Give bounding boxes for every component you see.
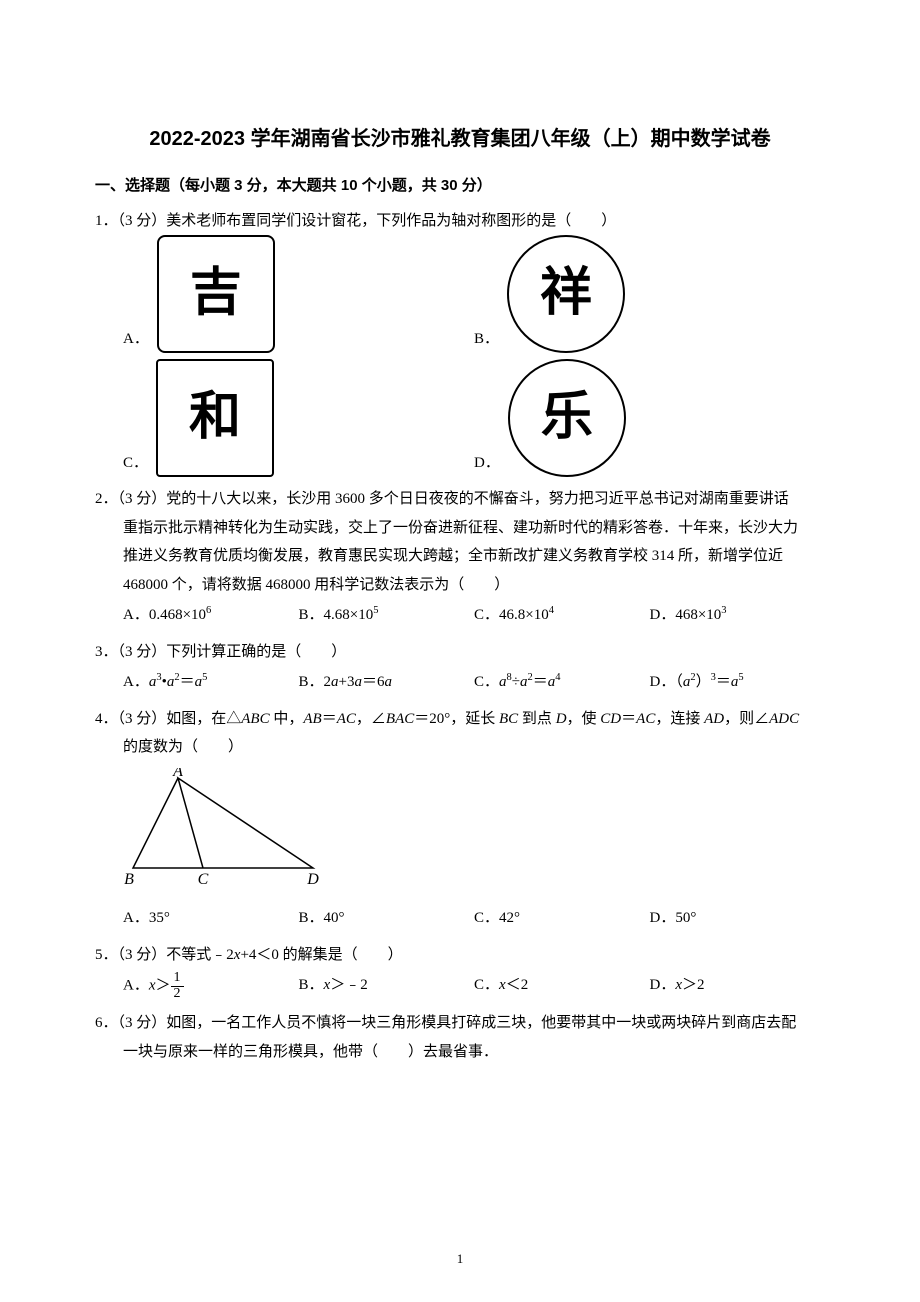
question-2: 2．（3 分）党的十八大以来，长沙用 3600 多个日日夜夜的不懈奋斗，努力把习…: [95, 485, 825, 630]
q3-stem: 3．（3 分）下列计算正确的是（ ）: [95, 638, 825, 667]
q2-options: A．0.468×106 B．4.68×105 C．46.8×104 D．468×…: [95, 601, 825, 630]
q5-options: A．x＞12 B．x＞﹣2 C．x＜2 D．x＞2: [95, 971, 825, 1001]
q4-options: A．35° B．40° C．42° D．50°: [95, 904, 825, 933]
q5-optD-pre: D．: [650, 977, 676, 993]
q4-stem-end: 的度数为（ ）: [95, 733, 825, 762]
section-header: 一、选择题（每小题 3 分，本大题共 10 个小题，共 30 分）: [95, 172, 825, 201]
vertex-A: A: [172, 768, 183, 780]
q4-option-c: C．42°: [474, 904, 650, 933]
q3-option-c: C．a8÷a2＝a4: [474, 668, 650, 697]
q5-optB-pre: B．: [299, 977, 324, 993]
q2-optC-exp: 4: [549, 605, 554, 616]
q3-optB-label: B．: [299, 674, 324, 690]
q2-line4: 468000 个，请将数据 468000 用科学记数法表示为（ ）: [95, 571, 825, 600]
q2-option-d: D．468×103: [650, 601, 826, 630]
q5-optA-den: 2: [171, 987, 184, 1002]
q5-optA-pre: A．: [123, 978, 149, 994]
q2-optD-pre: D．468×10: [650, 607, 722, 623]
q1-option-b: B． 祥: [474, 235, 825, 353]
page-number: 1: [0, 1247, 920, 1272]
q1-option-c: C． 和: [123, 359, 474, 477]
q4-s3: ＝: [322, 711, 337, 727]
q1-stem: 1．（3 分）美术老师布置同学们设计窗花，下列作品为轴对称图形的是（ ）: [95, 207, 825, 236]
q5-option-a: A．x＞12: [123, 971, 299, 1001]
q2-line3: 推进义务教育优质均衡发展，教育惠民实现大跨越；全市新改扩建义务教育学校 314 …: [95, 542, 825, 571]
q1-optA-label: A．: [123, 325, 149, 354]
q1-optD-label: D．: [474, 449, 500, 478]
q6-line2: 一块与原来一样的三角形模具，他带（ ）去最省事．: [95, 1038, 825, 1067]
q2-optA-exp: 6: [206, 605, 211, 616]
q3-optD-label: D．: [650, 674, 676, 690]
q5-option-c: C．x＜2: [474, 971, 650, 1001]
question-6: 6．（3 分）如图，一名工作人员不慎将一块三角形模具打碎成三块，他要带其中一块或…: [95, 1009, 825, 1066]
q5-s2: +4＜0 的解集是（ ）: [240, 947, 402, 963]
q2-option-c: C．46.8×104: [474, 601, 650, 630]
q4-s2: 中，: [270, 711, 304, 727]
q4-option-d: D．50°: [650, 904, 826, 933]
q2-optB-exp: 5: [373, 605, 378, 616]
q2-optB-pre: B．4.68×10: [299, 607, 374, 623]
triangle-svg: A B C D: [123, 768, 323, 888]
vertex-B: B: [124, 871, 134, 888]
question-5: 5．（3 分）不等式﹣2x+4＜0 的解集是（ ） A．x＞12 B．x＞﹣2 …: [95, 941, 825, 1002]
q2-optD-exp: 3: [721, 605, 726, 616]
q5-optB-rest: ＞﹣2: [330, 977, 368, 993]
question-3: 3．（3 分）下列计算正确的是（ ） A．a3•a2＝a5 B．2a+3a＝6a…: [95, 638, 825, 697]
q3-optA-label: A．: [123, 674, 149, 690]
q3-option-d: D．（a2）3＝a5: [650, 668, 826, 697]
q1-optC-label: C．: [123, 449, 148, 478]
q1-optB-label: B．: [474, 325, 499, 354]
q4-s10: ，则∠: [724, 711, 769, 727]
q4-s1: 4．（3 分）如图，在△: [95, 711, 241, 727]
q1-option-d: D． 乐: [474, 359, 825, 477]
q5-stem: 5．（3 分）不等式﹣2x+4＜0 的解集是（ ）: [95, 941, 825, 970]
q4-s5: ＝20°，延长: [414, 711, 499, 727]
q1-emblem-b: 祥: [507, 235, 625, 353]
q4-option-b: B．40°: [299, 904, 475, 933]
q5-optC-rest: ＜2: [506, 977, 529, 993]
q5-option-b: B．x＞﹣2: [299, 971, 475, 1001]
q5-optD-x: x: [675, 977, 682, 993]
q6-line1: 6．（3 分）如图，一名工作人员不慎将一块三角形模具打碎成三块，他要带其中一块或…: [95, 1009, 825, 1038]
q4-s7: ，使: [567, 711, 601, 727]
q5-optA-x: x: [149, 978, 156, 994]
vertex-C: C: [198, 871, 209, 888]
q1-emblem-d: 乐: [508, 359, 626, 477]
q5-option-d: D．x＞2: [650, 971, 826, 1001]
q2-line1: 2．（3 分）党的十八大以来，长沙用 3600 多个日日夜夜的不懈奋斗，努力把习…: [95, 485, 825, 514]
q5-optC-x: x: [499, 977, 506, 993]
q2-option-a: A．0.468×106: [123, 601, 299, 630]
q2-optA-pre: A．0.468×10: [123, 607, 206, 623]
q5-optD-rest: ＞2: [682, 977, 705, 993]
q2-line2: 重指示批示精神转化为生动实践，交上了一份奋进新征程、建功新时代的精彩答卷．十年来…: [95, 514, 825, 543]
q4-figure: A B C D: [95, 768, 825, 899]
vertex-D: D: [306, 871, 319, 888]
q3-optC-label: C．: [474, 674, 499, 690]
q3-options: A．a3•a2＝a5 B．2a+3a＝6a C．a8÷a2＝a4 D．（a2）3…: [95, 668, 825, 697]
q4-s6: 到点: [518, 711, 556, 727]
q4-option-a: A．35°: [123, 904, 299, 933]
question-4: 4．（3 分）如图，在△ABC 中，AB＝AC，∠BAC＝20°，延长 BC 到…: [95, 705, 825, 933]
q4-s4: ，∠: [356, 711, 386, 727]
q4-stem: 4．（3 分）如图，在△ABC 中，AB＝AC，∠BAC＝20°，延长 BC 到…: [95, 705, 825, 734]
q5-optA-num: 1: [171, 971, 184, 987]
q4-s8: ＝: [621, 711, 636, 727]
q5-optC-pre: C．: [474, 977, 499, 993]
q1-emblem-a: 吉: [157, 235, 275, 353]
q2-optC-pre: C．46.8×10: [474, 607, 549, 623]
q2-option-b: B．4.68×105: [299, 601, 475, 630]
q4-s9: ，连接: [655, 711, 704, 727]
q5-optA-gt: ＞: [156, 978, 171, 994]
q5-s1: 5．（3 分）不等式﹣2: [95, 947, 234, 963]
q1-image-options: A． 吉 B． 祥 C． 和 D． 乐: [95, 235, 825, 477]
exam-title: 2022-2023 学年湖南省长沙市雅礼教育集团八年级（上）期中数学试卷: [95, 120, 825, 158]
question-1: 1．（3 分）美术老师布置同学们设计窗花，下列作品为轴对称图形的是（ ） A． …: [95, 207, 825, 478]
q3-option-a: A．a3•a2＝a5: [123, 668, 299, 697]
q3-option-b: B．2a+3a＝6a: [299, 668, 475, 697]
q1-emblem-c: 和: [156, 359, 274, 477]
q1-option-a: A． 吉: [123, 235, 474, 353]
